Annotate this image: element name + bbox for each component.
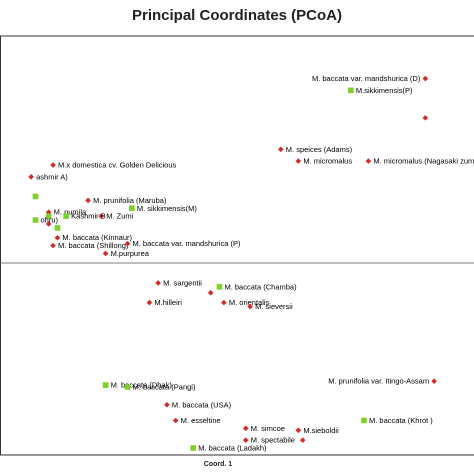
diamond-marker bbox=[295, 427, 302, 434]
square-marker bbox=[54, 225, 61, 231]
diamond-marker bbox=[295, 158, 302, 164]
diamond-marker bbox=[207, 289, 214, 296]
diamond-marker bbox=[102, 250, 109, 257]
diamond-marker bbox=[28, 174, 34, 180]
square-marker bbox=[348, 87, 354, 94]
diamond-marker bbox=[155, 280, 161, 286]
point-label: M. baccata (USA) bbox=[172, 400, 232, 409]
point-label: M. sikkimensis(M) bbox=[137, 204, 197, 213]
point-label: M. micromalus bbox=[303, 157, 352, 166]
point-label: M.purpurea bbox=[111, 249, 150, 258]
data-points: M. baccata var. mandshurica (D) M.sikkime… bbox=[28, 74, 474, 453]
square-marker bbox=[45, 213, 52, 219]
point-label: M. baccata (Dhak) bbox=[111, 381, 173, 390]
square-marker bbox=[32, 193, 39, 200]
diamond-marker bbox=[45, 209, 52, 215]
point-label: M. Zumi bbox=[106, 212, 133, 221]
square-marker bbox=[216, 284, 223, 290]
point-label: M.hilleiri bbox=[154, 298, 182, 307]
diamond-marker bbox=[85, 197, 91, 204]
diamond-marker bbox=[422, 75, 429, 82]
diamond-marker bbox=[98, 213, 105, 219]
point-label: M. sieversii bbox=[255, 302, 293, 311]
diamond-marker bbox=[278, 146, 284, 153]
point-label: M. micromalus (Nagasaki zumi) bbox=[373, 157, 474, 166]
point-label: Kashmir B bbox=[71, 212, 106, 221]
point-label: M. spectabile bbox=[251, 436, 295, 445]
diamond-marker bbox=[164, 401, 170, 408]
point-label: M. simcoe bbox=[251, 424, 285, 433]
diamond-marker bbox=[247, 303, 253, 310]
diamond-marker bbox=[242, 437, 249, 443]
point-label: M. baccata (Pangi) bbox=[133, 383, 196, 392]
diamond-marker bbox=[422, 115, 429, 121]
diamond-marker bbox=[172, 417, 179, 424]
point-label: M. baccata var. mandshurica (D) bbox=[312, 74, 421, 83]
point-label: M. baccata var. mandshurica (P) bbox=[133, 239, 241, 248]
diamond-marker bbox=[50, 162, 56, 168]
square-marker bbox=[190, 445, 196, 451]
diamond-marker bbox=[146, 299, 153, 306]
square-marker bbox=[63, 213, 69, 219]
point-label: M. orientalis bbox=[229, 298, 270, 307]
point-label: M. pumila bbox=[54, 208, 87, 217]
diamond-marker bbox=[365, 158, 372, 164]
point-label: M. baccata (Ladakh) bbox=[198, 444, 267, 453]
diamond-marker bbox=[124, 240, 131, 247]
diamond-marker bbox=[45, 221, 52, 227]
point-label: M.x domestica cv. Golden Delicious bbox=[58, 161, 176, 170]
point-label: M.sieboldii bbox=[303, 426, 339, 435]
square-marker bbox=[32, 217, 39, 223]
square-marker bbox=[124, 384, 131, 390]
x-axis-title: Coord. 1 bbox=[204, 461, 232, 468]
diamond-marker bbox=[54, 234, 61, 241]
point-label: ashmir A) bbox=[36, 172, 68, 181]
point-label: M. baccata (Khrot ) bbox=[369, 416, 433, 425]
point-label: M. esseltine bbox=[181, 416, 221, 425]
diamond-marker bbox=[431, 378, 437, 384]
square-marker bbox=[129, 205, 135, 212]
point-label: M. prunifolia var. Itingo-Assam bbox=[328, 377, 429, 386]
point-label: M. speices (Adams) bbox=[286, 145, 353, 154]
point-label: M.sikkimensis(P) bbox=[356, 86, 413, 95]
point-label: M. baccata (Chamba) bbox=[224, 282, 297, 291]
point-label: M. prunifolia (Maruba) bbox=[93, 196, 167, 205]
point-label: M. baccata (Kinnaur) bbox=[62, 233, 132, 242]
point-label: ohru) bbox=[41, 216, 59, 225]
chart-title: Principal Coordinates (PCoA) bbox=[132, 7, 342, 24]
diamond-marker bbox=[221, 299, 227, 306]
diamond-marker bbox=[242, 425, 249, 432]
square-marker bbox=[102, 382, 109, 388]
point-label: M. sargentii bbox=[163, 278, 202, 287]
diamond-marker bbox=[50, 242, 56, 249]
point-label: M. baccata (Shillong) bbox=[58, 241, 129, 250]
square-marker bbox=[361, 417, 367, 424]
diamond-marker bbox=[299, 437, 306, 443]
